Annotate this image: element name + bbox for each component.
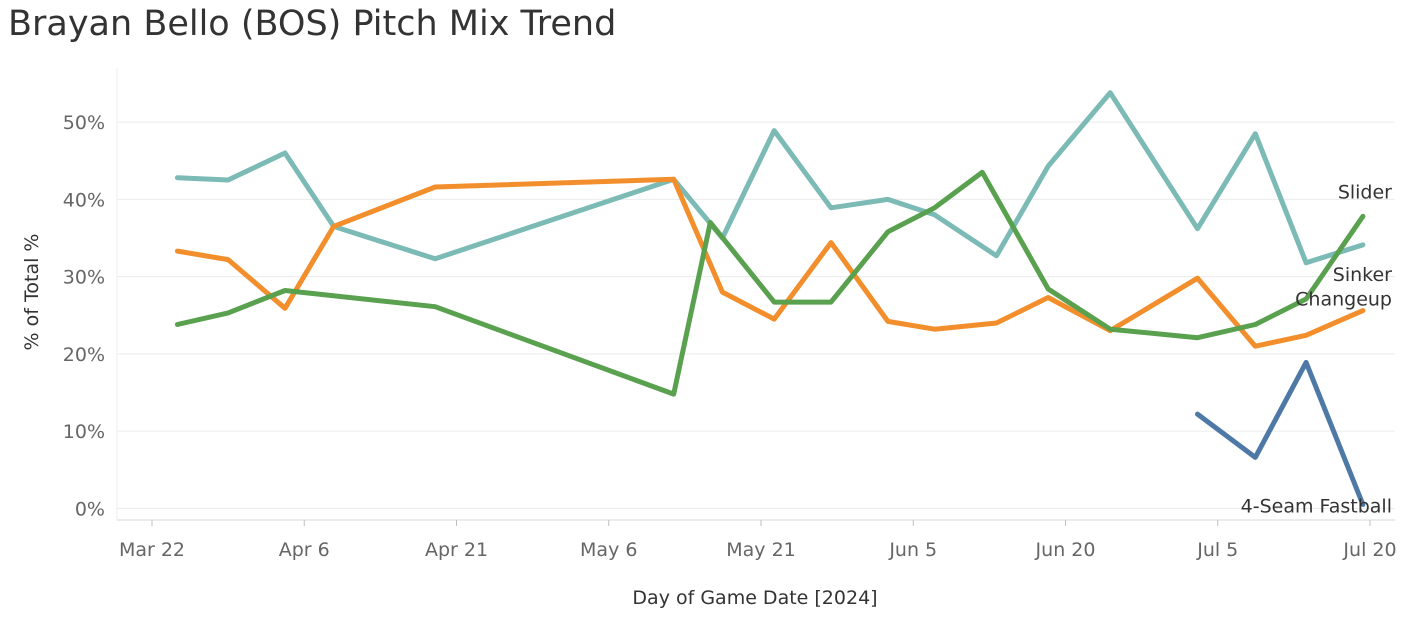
y-tick-label: 20% (63, 344, 105, 366)
x-tick-label: May 21 (726, 539, 796, 561)
y-tick-label: 0% (75, 498, 105, 520)
gridlines (117, 121, 1395, 509)
chart-title: Brayan Bello (BOS) Pitch Mix Trend (8, 4, 617, 44)
series-label-sinker: Sinker (1333, 264, 1392, 286)
series-line-4-seam-fastball (1195, 359, 1366, 507)
y-tick-label: 30% (63, 267, 105, 289)
x-tick-label: Apr 21 (425, 539, 488, 561)
x-tick-label: Jul 5 (1196, 539, 1238, 561)
series-label-4-seam-fastball: 4-Seam Fastball (1241, 496, 1392, 518)
x-tick-label: Apr 6 (279, 539, 330, 561)
y-tick-label: 10% (63, 421, 105, 443)
series-labels: Slider Sinker Changeup 4-Seam Fastball (1241, 181, 1393, 517)
x-tick-label: May 6 (580, 539, 637, 561)
series-line-changeup (174, 176, 1366, 349)
y-axis-title: % of Total % (21, 234, 43, 351)
y-tick-label: 40% (63, 189, 105, 211)
x-axis-title: Day of Game Date [2024] (632, 587, 877, 609)
x-axis-ticks: Mar 22 Apr 6 Apr 21 May 6 May 21 Jun 5 Jun 20 J… (119, 520, 1397, 561)
x-tick-label: Jul 20 (1342, 539, 1396, 561)
y-axis-ticks: 0% 10% 20% 30% 40% 50% (63, 112, 105, 520)
x-tick-label: Jun 5 (888, 539, 937, 561)
x-tick-label: Mar 22 (119, 539, 185, 561)
series-line-slider (174, 169, 1366, 397)
series-label-changeup: Changeup (1295, 289, 1392, 311)
series-lines (174, 90, 1366, 507)
y-tick-label: 50% (63, 112, 105, 134)
x-tick-label: Jun 20 (1035, 539, 1096, 561)
series-label-slider: Slider (1338, 181, 1392, 203)
series-line-sinker (174, 90, 1366, 266)
